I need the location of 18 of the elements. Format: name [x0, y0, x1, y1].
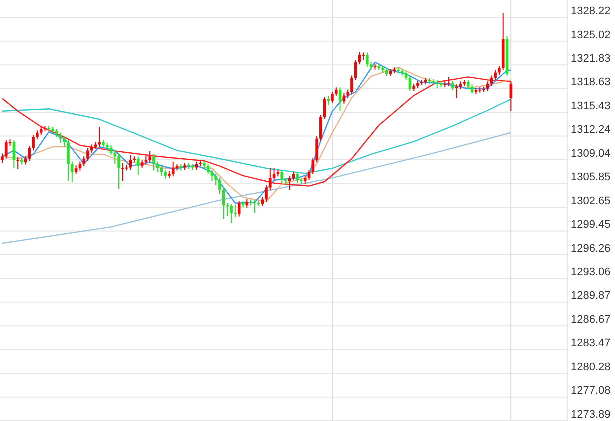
y-tick-label: 1293.06 [571, 266, 611, 279]
y-tick-label: 1273.89 [571, 408, 611, 421]
y-tick-label: 1305.85 [571, 172, 611, 184]
y-tick-label: 1289.87 [571, 290, 611, 302]
y-tick-label: 1325.02 [571, 29, 611, 42]
y-tick-label: 1296.26 [571, 242, 611, 255]
y-tick-label: 1309.04 [571, 148, 611, 160]
y-tick-label: 1302.65 [571, 195, 611, 208]
y-tick-label: 1312.24 [571, 124, 611, 136]
y-tick-label: 1299.45 [571, 219, 611, 232]
y-tick-label: 1277.08 [571, 385, 611, 398]
y-tick-label: 1315.43 [571, 100, 611, 112]
y-tick-label: 1318.63 [571, 76, 611, 89]
y-tick-label: 1283.47 [571, 338, 611, 350]
y-tick-label: 1280.28 [571, 361, 611, 374]
y-tick-label: 1286.67 [571, 314, 611, 326]
y-tick-label: 1328.22 [571, 6, 611, 18]
y-tick-label: 1321.83 [571, 52, 611, 65]
